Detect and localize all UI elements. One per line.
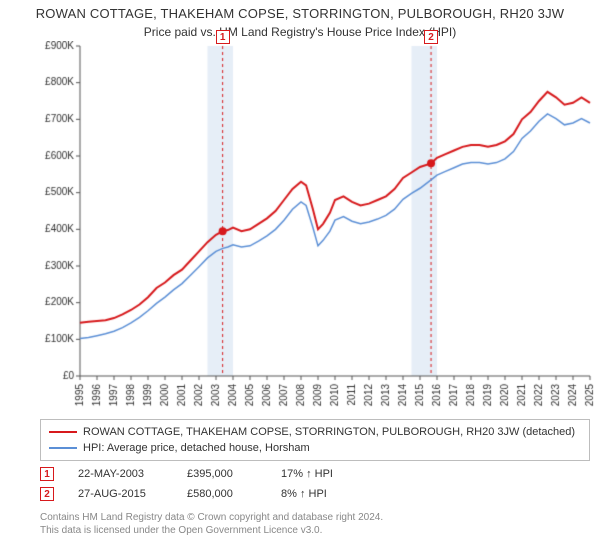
transaction-pct: 17% ↑ HPI	[281, 468, 351, 480]
transaction-row: 1 22-MAY-2003 £395,000 17% ↑ HPI	[40, 467, 590, 481]
legend-label: HPI: Average price, detached house, Hors…	[83, 440, 310, 456]
transaction-pct: 8% ↑ HPI	[281, 488, 351, 500]
chart-marker-badge: 2	[424, 30, 438, 44]
transaction-price: £580,000	[187, 488, 257, 500]
legend-swatch	[49, 447, 77, 449]
attribution-line-2: This data is licensed under the Open Gov…	[40, 524, 590, 537]
legend-item: ROWAN COTTAGE, THAKEHAM COPSE, STORRINGT…	[49, 424, 581, 440]
transaction-price: £395,000	[187, 468, 257, 480]
transaction-date: 27-AUG-2015	[78, 488, 163, 500]
page-subtitle: Price paid vs. HM Land Registry's House …	[0, 25, 600, 39]
chart-marker-badge: 1	[216, 30, 230, 44]
chart-area: 12	[35, 41, 600, 411]
legend-swatch	[49, 431, 77, 433]
attribution: Contains HM Land Registry data © Crown c…	[40, 511, 590, 537]
attribution-line-1: Contains HM Land Registry data © Crown c…	[40, 511, 590, 524]
legend-label: ROWAN COTTAGE, THAKEHAM COPSE, STORRINGT…	[83, 424, 575, 440]
page-title: ROWAN COTTAGE, THAKEHAM COPSE, STORRINGT…	[0, 6, 600, 21]
transaction-date: 22-MAY-2003	[78, 468, 163, 480]
transaction-badge: 1	[40, 467, 54, 481]
transaction-badge: 2	[40, 487, 54, 501]
legend: ROWAN COTTAGE, THAKEHAM COPSE, STORRINGT…	[40, 419, 590, 461]
transactions: 1 22-MAY-2003 £395,000 17% ↑ HPI 2 27-AUG-201…	[40, 467, 590, 507]
chart-canvas	[35, 41, 600, 411]
legend-item: HPI: Average price, detached house, Hors…	[49, 440, 581, 456]
transaction-row: 2 27-AUG-2015 £580,000 8% ↑ HPI	[40, 487, 590, 501]
